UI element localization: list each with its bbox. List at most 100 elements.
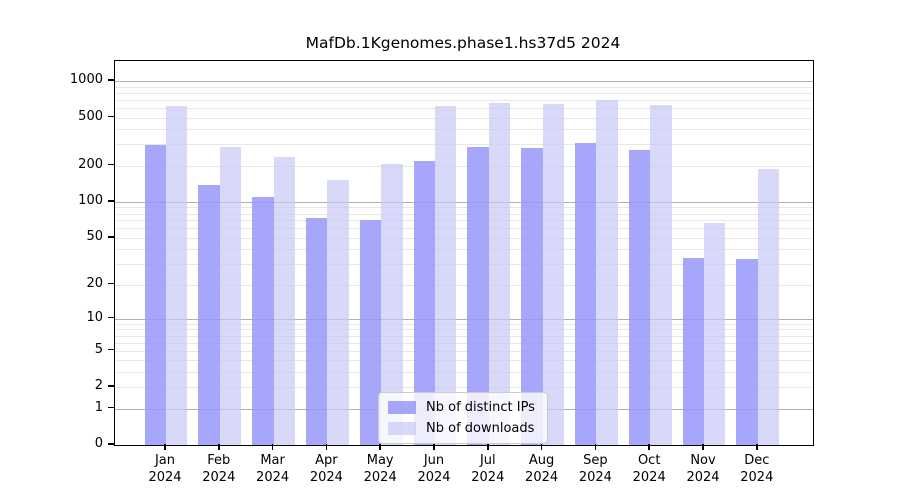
x-tick-year: 2024 [309, 469, 343, 485]
x-tick-year: 2024 [525, 469, 559, 485]
gridline-major [115, 318, 813, 320]
legend-entry-distinct-ips: Nb of distinct IPs [388, 400, 535, 415]
gridline-minor [115, 323, 813, 325]
bar-feb-downloads [219, 147, 242, 445]
bar-nov-distinct-ips [682, 257, 704, 445]
y-tick-mark [108, 282, 114, 285]
y-tick-label-50: 50 [86, 228, 103, 244]
x-tick-year: 2024 [148, 469, 182, 485]
bar-jul-downloads [488, 103, 511, 445]
x-tick-mark [540, 444, 543, 450]
x-tick-label-may: May 2024 [353, 453, 407, 486]
x-tick-label-nov: Nov 2024 [676, 453, 730, 486]
y-tick-mark [108, 115, 114, 118]
gridline-minor [115, 107, 813, 109]
gridline-minor [115, 335, 813, 337]
gridline-minor [115, 129, 813, 131]
x-tick-mark [594, 444, 597, 450]
y-tick-label-5: 5 [94, 341, 103, 357]
x-tick-year: 2024 [202, 469, 236, 485]
y-tick-label-1000: 1000 [69, 72, 103, 87]
bar-dec-downloads [757, 169, 780, 445]
y-tick-mark [108, 236, 114, 238]
x-tick-mark [164, 444, 166, 450]
x-tick-label-jun: Jun 2024 [407, 453, 461, 486]
gridline-major [115, 201, 813, 203]
bar-oct-downloads [650, 105, 672, 445]
x-tick-year: 2024 [417, 469, 451, 485]
gridline-minor [115, 342, 813, 344]
gridline-minor [115, 144, 813, 146]
y-tick-mark [108, 406, 114, 409]
bar-apr-distinct-ips [306, 217, 328, 445]
x-tick-mark [271, 444, 274, 450]
y-tick-mark [108, 385, 114, 387]
gridline-minor [115, 220, 813, 222]
x-tick-label-jan: Jan 2024 [138, 453, 192, 486]
gridline-minor [115, 207, 813, 209]
bar-sep-downloads [596, 100, 618, 445]
x-tick-year: 2024 [471, 469, 505, 485]
x-tick-label-jul: Jul 2024 [461, 453, 515, 486]
y-tick-mark [108, 348, 114, 351]
y-tick-mark [108, 316, 114, 319]
x-tick-year: 2024 [686, 469, 720, 485]
y-tick-label-500: 500 [78, 108, 103, 124]
gridline-minor [115, 360, 813, 362]
x-tick-month: May [366, 453, 394, 468]
y-tick-label-2: 2 [94, 378, 103, 394]
legend-swatch-distinct-ips [388, 401, 416, 414]
x-tick-label-feb: Feb 2024 [192, 453, 246, 486]
y-tick-label-1: 1 [94, 399, 103, 415]
bar-apr-downloads [327, 180, 349, 445]
gridline-minor [115, 117, 813, 119]
x-tick-mark [379, 444, 381, 450]
x-tick-month: Jul [479, 453, 496, 468]
x-tick-month: Jan [154, 453, 176, 468]
bar-may-distinct-ips [359, 220, 382, 445]
bar-jan-distinct-ips [144, 145, 166, 445]
bar-jun-downloads [435, 106, 457, 445]
x-tick-mark [702, 444, 704, 450]
gridline-minor [115, 99, 813, 101]
x-tick-label-aug: Aug 2024 [515, 453, 569, 486]
bar-may-downloads [381, 163, 403, 445]
x-tick-year: 2024 [632, 469, 666, 485]
bar-jul-distinct-ips [467, 146, 489, 445]
bar-mar-downloads [273, 157, 295, 445]
y-tick-label-200: 200 [78, 156, 103, 172]
x-tick-mark [325, 444, 328, 450]
x-tick-year: 2024 [740, 469, 774, 485]
legend-label-distinct-ips: Nb of distinct IPs [426, 400, 535, 415]
bar-jun-distinct-ips [413, 161, 435, 445]
gridline-minor [115, 237, 813, 239]
x-tick-label-sep: Sep 2024 [568, 453, 622, 486]
bar-nov-downloads [704, 222, 726, 445]
x-tick-mark [648, 444, 650, 450]
x-tick-mark [218, 444, 220, 450]
gridline-major [115, 81, 813, 82]
x-tick-month: Sep [583, 453, 608, 468]
y-tick-mark [108, 200, 114, 202]
gridline-minor [115, 284, 813, 286]
x-tick-mark [487, 444, 489, 450]
y-tick-label-0: 0 [94, 436, 103, 451]
gridline-minor [115, 350, 813, 352]
x-tick-label-mar: Mar 2024 [246, 453, 300, 486]
x-tick-month: Jun [423, 453, 445, 468]
y-tick-label-100: 100 [78, 192, 103, 208]
x-tick-mark [433, 444, 435, 450]
x-tick-month: Aug [528, 453, 555, 468]
gridline-minor [115, 86, 813, 88]
x-tick-year: 2024 [578, 469, 612, 485]
y-tick-mark [108, 443, 114, 445]
gridline-minor [115, 387, 813, 389]
x-tick-month: Oct [637, 453, 661, 468]
gridline-minor [115, 264, 813, 266]
legend-label-downloads: Nb of downloads [426, 421, 535, 436]
x-tick-month: Mar [260, 453, 285, 468]
x-tick-month: Nov [690, 453, 716, 468]
gridline-minor [115, 92, 813, 94]
x-tick-mark [756, 444, 758, 450]
bar-aug-distinct-ips [521, 147, 543, 445]
